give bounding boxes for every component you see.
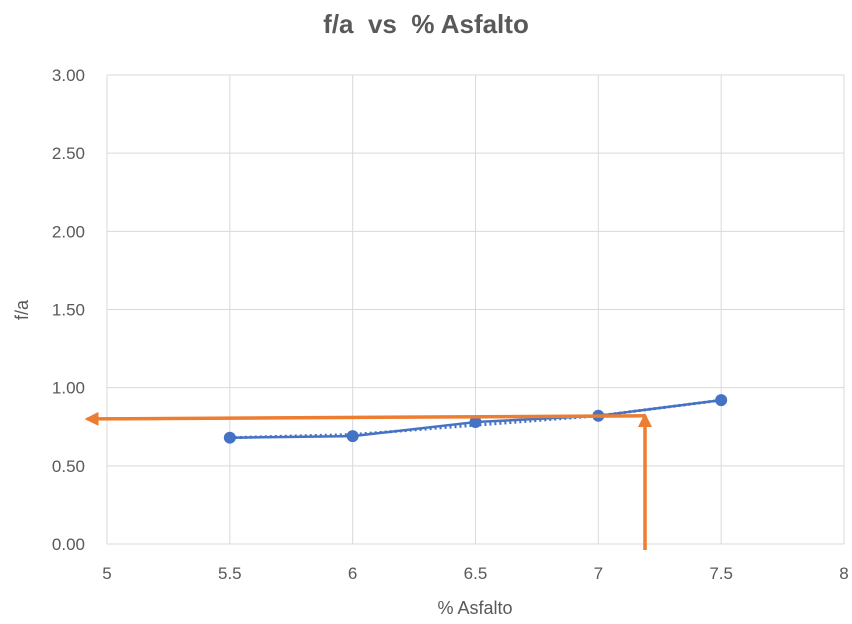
data-point (469, 416, 482, 429)
x-tick-label: 6.5 (464, 564, 488, 583)
y-tick-label: 3.00 (52, 66, 85, 85)
y-tick-label: 2.50 (52, 144, 85, 163)
x-tick-label: 6 (348, 564, 357, 583)
x-axis-label: % Asfalto (437, 598, 512, 618)
y-tick-label: 0.50 (52, 457, 85, 476)
y-tick-label: 1.50 (52, 301, 85, 320)
tick-labels: 5 5.5 6 6.5 7 7.5 8 0.00 0.50 1.00 1.50 2.00 2.50 3.0… (52, 66, 849, 583)
y-tick-label: 0.00 (52, 535, 85, 554)
x-tick-label: 5 (102, 564, 111, 583)
y-axis-label: f/a (12, 299, 32, 320)
y-tick-label: 1.00 (52, 379, 85, 398)
x-tick-label: 7 (594, 564, 603, 583)
annotation-arrow (84, 411, 646, 426)
x-tick-label: 5.5 (218, 564, 242, 583)
series (223, 394, 728, 444)
data-point (346, 430, 359, 443)
x-tick-label: 8 (839, 564, 848, 583)
annotations (84, 411, 653, 550)
data-point (715, 394, 728, 407)
y-tick-label: 2.00 (52, 222, 85, 241)
grid (106, 74, 845, 545)
data-point (223, 431, 236, 444)
chart-title: f/a vs % Asfalto (323, 9, 529, 39)
x-tick-label: 7.5 (709, 564, 733, 583)
